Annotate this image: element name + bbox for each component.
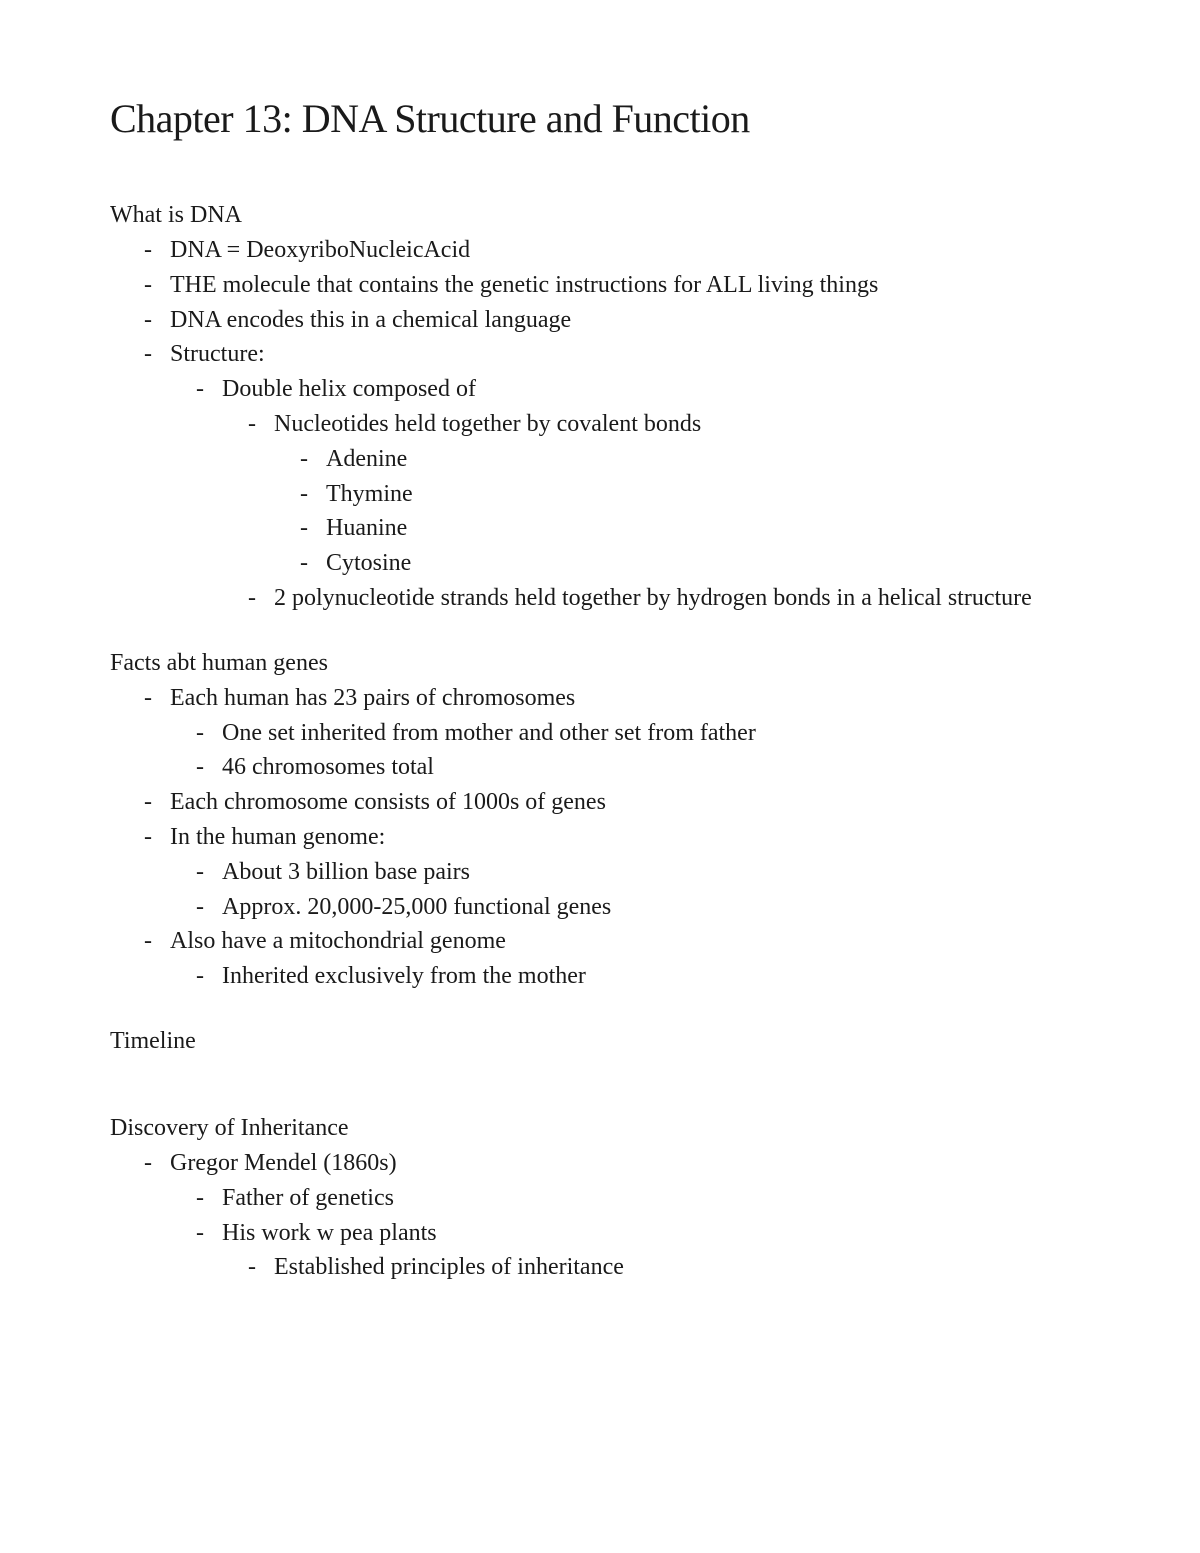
list-item: Each human has 23 pairs of chromosomes [110,681,1090,716]
list-item: Gregor Mendel (1860s) [110,1146,1090,1181]
list-item: Huanine [110,511,1090,546]
list-item: Structure: [110,337,1090,372]
section-facts: Facts abt human genes Each human has 23 … [110,650,1090,994]
section-timeline: Timeline [110,1028,1090,1055]
bullet-list: Each chromosome consists of 1000s of gen… [110,785,1090,855]
list-item: Adenine [110,442,1090,477]
section-heading: What is DNA [110,202,1090,229]
page-title: Chapter 13: DNA Structure and Function [110,95,1090,142]
list-item: Approx. 20,000-25,000 functional genes [110,890,1090,925]
list-item: DNA = DeoxyriboNucleicAcid [110,233,1090,268]
list-item: Cytosine [110,546,1090,581]
list-item: In the human genome: [110,820,1090,855]
section-what-is-dna: What is DNA DNA = DeoxyriboNucleicAcid T… [110,202,1090,616]
list-item: THE molecule that contains the genetic i… [110,268,1090,303]
list-item: 2 polynucleotide strands held together b… [110,581,1090,616]
list-item: Established principles of inheritance [110,1250,1090,1285]
list-item: One set inherited from mother and other … [110,716,1090,751]
list-item: About 3 billion base pairs [110,855,1090,890]
bullet-list: DNA = DeoxyriboNucleicAcid THE molecule … [110,233,1090,372]
section-heading: Facts abt human genes [110,650,1090,677]
section-heading: Discovery of Inheritance [110,1115,1090,1142]
bullet-list-nested: Nucleotides held together by covalent bo… [110,407,1090,442]
list-item: Nucleotides held together by covalent bo… [110,407,1090,442]
bullet-list: Also have a mitochondrial genome [110,924,1090,959]
bullet-list: Each human has 23 pairs of chromosomes [110,681,1090,716]
list-item: Double helix composed of [110,372,1090,407]
bullet-list-nested: Established principles of inheritance [110,1250,1090,1285]
bullet-list: Gregor Mendel (1860s) [110,1146,1090,1181]
bullet-list-nested: One set inherited from mother and other … [110,716,1090,786]
section-heading: Timeline [110,1028,1090,1055]
list-item: His work w pea plants [110,1216,1090,1251]
list-item: Thymine [110,477,1090,512]
bullet-list-nested: Double helix composed of [110,372,1090,407]
bullet-list-nested: 2 polynucleotide strands held together b… [110,581,1090,616]
list-item: Father of genetics [110,1181,1090,1216]
bullet-list-nested: About 3 billion base pairs Approx. 20,00… [110,855,1090,925]
list-item: 46 chromosomes total [110,750,1090,785]
list-item: Also have a mitochondrial genome [110,924,1090,959]
list-item: Inherited exclusively from the mother [110,959,1090,994]
section-discovery: Discovery of Inheritance Gregor Mendel (… [110,1115,1090,1285]
bullet-list-nested: Inherited exclusively from the mother [110,959,1090,994]
bullet-list-nested: Father of genetics His work w pea plants [110,1181,1090,1251]
bullet-list-nested: Adenine Thymine Huanine Cytosine [110,442,1090,581]
list-item: Each chromosome consists of 1000s of gen… [110,785,1090,820]
list-item: DNA encodes this in a chemical language [110,303,1090,338]
